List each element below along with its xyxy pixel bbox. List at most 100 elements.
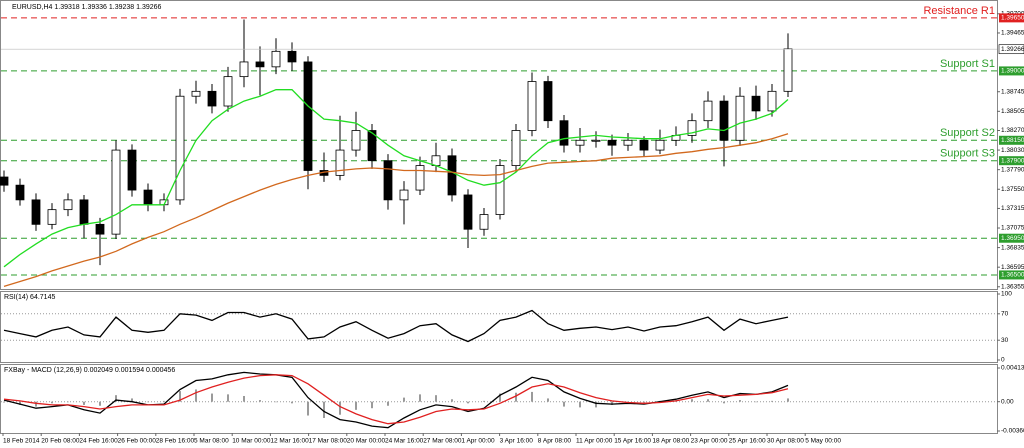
level-price-label: 1.38150 xyxy=(1001,137,1024,144)
candle-body xyxy=(47,209,57,225)
y-tick-label: 1.38270 xyxy=(1001,127,1024,134)
moving-average xyxy=(3,89,789,268)
macd-panel xyxy=(0,364,998,434)
x-tick-label: 17 Mar 08:00 xyxy=(309,438,348,445)
y-tick-label: 0.00 xyxy=(1001,398,1014,405)
level-price-box xyxy=(999,135,1024,145)
candle-body xyxy=(719,100,729,141)
x-tick-label: 12 Mar 16:00 xyxy=(270,438,309,445)
level-price-label: 1.39000 xyxy=(1001,68,1024,75)
candle-body xyxy=(783,48,793,92)
histogram-bar xyxy=(323,401,325,418)
y-tick-label: 100 xyxy=(1001,291,1012,298)
level-name: Support S2 xyxy=(940,127,995,139)
histogram-bar xyxy=(547,398,549,402)
candle-body xyxy=(207,90,217,107)
candle-body xyxy=(687,120,697,136)
candle-body xyxy=(191,90,201,97)
histogram-bar xyxy=(275,401,277,403)
histogram-bar xyxy=(163,400,165,402)
candle-body xyxy=(303,61,313,171)
macd-line xyxy=(3,374,789,425)
candle-body xyxy=(399,189,409,201)
histogram-bar xyxy=(3,401,5,403)
indicator-line xyxy=(3,309,789,343)
price-title: EURUSD,H4 1.39318 1.39336 1.39238 1.3926… xyxy=(12,4,162,11)
candle-body xyxy=(751,95,761,112)
x-tick-label: 5 May 00:00 xyxy=(805,438,841,445)
histogram-bar xyxy=(419,394,421,402)
x-tick-label: 8 Apr 08:00 xyxy=(538,438,572,445)
level-price-box xyxy=(999,156,1024,166)
histogram-bar xyxy=(195,389,197,402)
candle-body xyxy=(447,155,457,196)
histogram-bar xyxy=(371,401,373,409)
level-price-label: 1.37900 xyxy=(1001,157,1024,164)
x-tick-label: 28 Feb 16:00 xyxy=(156,438,195,445)
histogram-bar xyxy=(787,398,789,402)
level-name: Support S1 xyxy=(940,58,995,70)
candle-body xyxy=(479,214,489,230)
candle-body xyxy=(703,100,713,122)
candle-body xyxy=(223,76,233,107)
histogram-bar xyxy=(35,401,37,407)
x-tick-label: 23 Apr 00:00 xyxy=(691,438,728,445)
y-tick-label: 0.004138 xyxy=(1001,365,1024,372)
histogram-bar xyxy=(595,401,597,408)
histogram-bar xyxy=(131,398,133,402)
y-tick-label: 1.37315 xyxy=(1001,205,1024,212)
candle-body xyxy=(79,199,89,225)
histogram-bar xyxy=(99,401,101,406)
y-tick-label: 1.38745 xyxy=(1001,88,1024,95)
histogram-bar xyxy=(115,395,117,402)
candle-body xyxy=(575,139,585,146)
y-tick-label: 30 xyxy=(1001,337,1009,344)
x-tick-label: 25 Apr 16:00 xyxy=(729,438,766,445)
x-tick-label: 5 Mar 08:00 xyxy=(194,438,229,445)
histogram-bar xyxy=(643,401,645,403)
candle-body xyxy=(175,95,185,201)
histogram-bar xyxy=(435,395,437,402)
histogram-bar xyxy=(451,399,453,402)
y-tick-label: 1.37075 xyxy=(1001,225,1024,232)
y-tick-label: 1.38030 xyxy=(1001,147,1024,154)
y-tick-label: 1.37550 xyxy=(1001,186,1024,193)
histogram-bar xyxy=(515,392,517,402)
y-tick-label: 1.36355 xyxy=(1001,283,1024,290)
candle-body xyxy=(607,139,617,146)
candle-body xyxy=(367,130,377,162)
level-price-label: 1.36500 xyxy=(1001,272,1024,279)
y-tick-label: 1.39465 xyxy=(1001,30,1024,37)
candle-body xyxy=(255,61,265,68)
moving-average xyxy=(3,133,789,288)
histogram-bar xyxy=(19,401,21,405)
histogram-bar xyxy=(723,401,725,404)
candle-body xyxy=(735,95,745,141)
histogram-bar xyxy=(51,401,53,404)
candle-body xyxy=(591,139,601,142)
x-tick-label: 1 Apr 00:00 xyxy=(461,438,495,445)
y-tick-label: 1.37790 xyxy=(1001,166,1024,173)
level-price-label: 1.36950 xyxy=(1001,235,1024,242)
x-tick-label: 11 Apr 00:00 xyxy=(576,438,613,445)
histogram-bar xyxy=(83,401,85,405)
level-price-box xyxy=(999,66,1024,76)
candle-body xyxy=(559,120,569,146)
x-tick-label: 18 Apr 08:00 xyxy=(652,438,689,445)
x-tick-label: 26 Feb 00:00 xyxy=(118,438,157,445)
x-tick-label: 24 Mar 16:00 xyxy=(385,438,424,445)
histogram-bar xyxy=(211,393,213,402)
x-tick-label: 27 Mar 08:00 xyxy=(423,438,462,445)
level-price-box xyxy=(999,270,1024,280)
histogram-bar xyxy=(771,400,773,402)
histogram-bar xyxy=(755,401,757,403)
candle-body xyxy=(31,199,41,225)
level-name: Support S3 xyxy=(940,148,995,160)
histogram-bar xyxy=(739,400,741,402)
candle-body xyxy=(239,61,249,78)
histogram-bar xyxy=(179,391,181,402)
current-price-box xyxy=(998,44,1024,55)
